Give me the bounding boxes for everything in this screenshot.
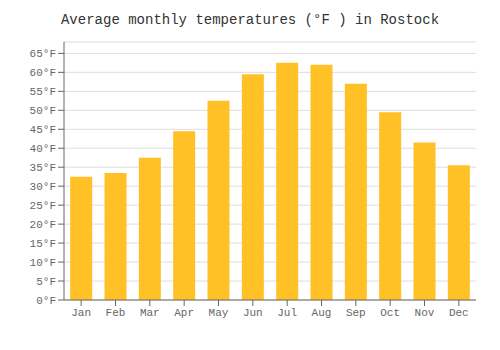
svg-text:50°F: 50°F (30, 105, 56, 117)
svg-text:Mar: Mar (140, 307, 160, 319)
svg-text:35°F: 35°F (30, 162, 56, 174)
svg-text:45°F: 45°F (30, 124, 56, 136)
svg-text:Apr: Apr (174, 307, 194, 319)
svg-text:Dec: Dec (449, 307, 469, 319)
html-text:Average monthly temperatures (: Average monthly temperatures (°F ) in Ro… (61, 12, 439, 28)
svg-text:55°F: 55°F (30, 86, 56, 98)
svg-text:May: May (209, 307, 229, 319)
svg-text:30°F: 30°F (30, 181, 56, 193)
svg-text:Jun: Jun (243, 307, 263, 319)
svg-text:15°F: 15°F (30, 238, 56, 250)
svg-text:65°F: 65°F (30, 48, 56, 60)
svg-text:0°F: 0°F (36, 295, 56, 307)
svg-text:Jan: Jan (71, 307, 91, 319)
svg-text:Oct: Oct (380, 307, 400, 319)
svg-text:Nov: Nov (415, 307, 435, 319)
svg-text:Aug: Aug (312, 307, 332, 319)
svg-text:5°F: 5°F (36, 276, 56, 288)
svg-text:25°F: 25°F (30, 200, 56, 212)
svg-text:Sep: Sep (346, 307, 366, 319)
svg-text:20°F: 20°F (30, 219, 56, 231)
svg-text:Jul: Jul (277, 307, 297, 319)
svg-text:10°F: 10°F (30, 257, 56, 269)
svg-text:60°F: 60°F (30, 67, 56, 79)
svg-text:Feb: Feb (106, 307, 126, 319)
svg-text:40°F: 40°F (30, 143, 56, 155)
